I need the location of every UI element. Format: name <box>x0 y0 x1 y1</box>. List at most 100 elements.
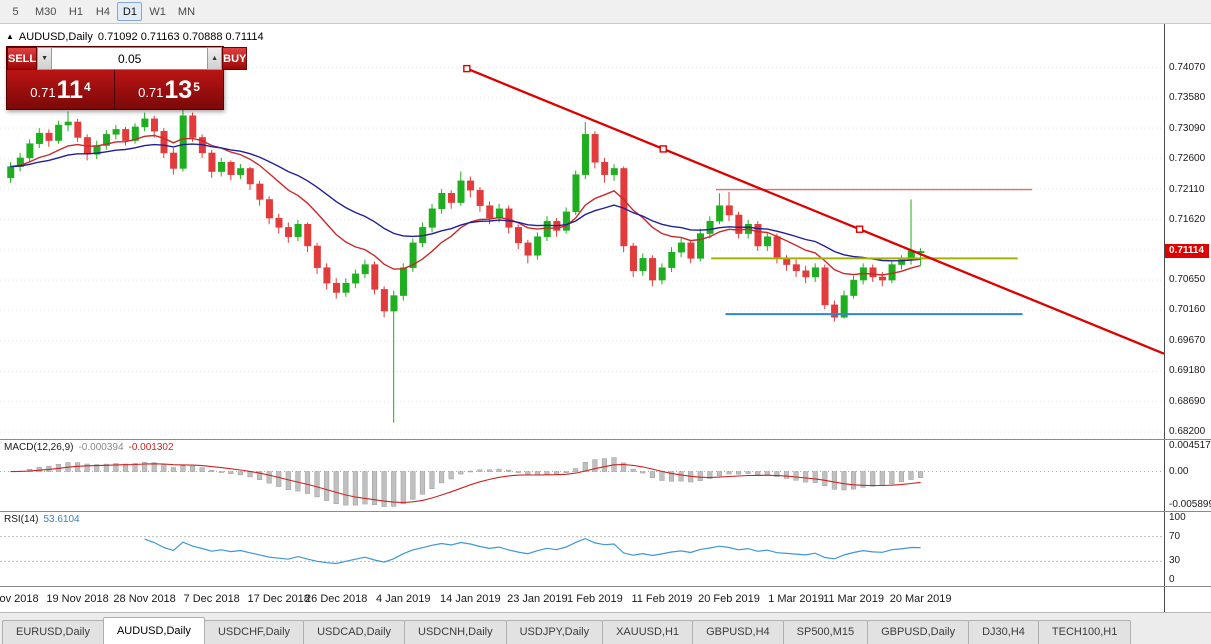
main-chart-plot[interactable]: ▲ AUDUSD,Daily 0.71092 0.71163 0.70888 0… <box>0 24 1164 439</box>
candle-body <box>792 264 800 272</box>
macd-histogram-bar <box>640 471 646 474</box>
candle-body <box>74 121 82 138</box>
macd-histogram-bar <box>103 463 109 472</box>
candle-body <box>457 180 465 203</box>
date-tick: 4 Jan 2019 <box>376 593 431 605</box>
chart-tab-USDCHF-Daily[interactable]: USDCHF,Daily <box>203 620 305 644</box>
candle-body <box>668 251 676 268</box>
sell-price-display[interactable]: 0.71 11 4 <box>7 70 115 109</box>
buy-price-display[interactable]: 0.71 13 5 <box>115 70 223 109</box>
macd-histogram-bar <box>429 471 435 490</box>
candle-body <box>773 236 781 259</box>
candlestick-chart <box>0 64 1164 433</box>
descending-trendline[interactable] <box>466 67 1164 355</box>
timeframe-button-H1[interactable]: H1 <box>68 5 83 18</box>
price-tick: 0.69180 <box>1169 365 1206 377</box>
chart-tab-SP500-M15[interactable]: SP500,M15 <box>782 620 869 644</box>
candle-body <box>55 124 63 141</box>
candle-body <box>486 205 494 219</box>
candle-body <box>409 242 417 268</box>
macd-scale[interactable]: 0.004517 0.00 -0.005899 <box>1164 440 1211 511</box>
candle-body <box>189 115 197 138</box>
collapse-panel-icon[interactable]: ▲ <box>6 32 14 41</box>
trendline-handle[interactable] <box>855 225 864 233</box>
candle-body <box>687 242 695 259</box>
timeframe-button-5[interactable]: 5 <box>12 5 19 18</box>
candle-body <box>735 214 743 234</box>
macd-histogram-bar <box>448 471 454 480</box>
main-chart-pane: ▲ AUDUSD,Daily 0.71092 0.71163 0.70888 0… <box>0 24 1211 440</box>
macd-histogram-bar <box>381 471 387 507</box>
candle-body <box>361 264 369 275</box>
macd-histogram-bar <box>324 471 330 501</box>
candle-body <box>45 132 53 141</box>
macd-scale-tick: 0.004517 <box>1169 440 1211 451</box>
chart-tab-DJ30-H4[interactable]: DJ30,H4 <box>968 620 1039 644</box>
chart-tab-EURUSD-Daily[interactable]: EURUSD,Daily <box>2 620 104 644</box>
macd-histogram-bar <box>400 471 406 505</box>
rsi-scale-tick: 70 <box>1169 530 1181 542</box>
candle-body <box>294 224 302 237</box>
macd-histogram-bar <box>161 464 167 472</box>
candle-body <box>754 224 762 247</box>
macd-histogram-bar <box>764 471 770 476</box>
volume-decrease-button[interactable]: ▼ <box>37 47 53 70</box>
candle-body <box>601 162 609 175</box>
candle-body <box>390 295 398 312</box>
price-tick: 0.71620 <box>1169 213 1206 225</box>
candle-body <box>237 168 245 175</box>
chart-tabs-bar: EURUSD,Daily AUDUSD,Daily USDCHF,Daily USDC… <box>0 613 1211 644</box>
time-axis[interactable]: 9 Nov 2018 19 Nov 2018 28 Nov 2018 7 Dec 20… <box>0 587 1211 613</box>
chart-tab-USDJPY-Daily[interactable]: USDJPY,Daily <box>505 620 604 644</box>
buy-button[interactable]: BUY <box>222 47 248 70</box>
chart-tab-USDCNH-Daily[interactable]: USDCNH,Daily <box>404 620 507 644</box>
chart-tab-USDCAD-Daily[interactable]: USDCAD,Daily <box>303 620 406 644</box>
trendline-handle[interactable] <box>659 145 667 153</box>
chart-tab-AUDUSD-Daily[interactable]: AUDUSD,Daily <box>102 617 205 644</box>
rsi-scale-tick: 0 <box>1169 574 1175 585</box>
macd-histogram-bar <box>726 471 732 475</box>
price-scale[interactable]: 0.71114 0.74070 0.73580 0.73090 0.72600 0.72… <box>1164 24 1210 439</box>
chart-tab-TECH100-H1[interactable]: TECH100,H1 <box>1037 620 1132 644</box>
macd-histogram-bar <box>736 471 742 475</box>
timeframe-button-MN[interactable]: MN <box>177 5 196 18</box>
date-tick: 9 Nov 2018 <box>0 593 39 605</box>
macd-histogram-bar <box>247 471 253 478</box>
date-tick: 11 Mar 2019 <box>823 593 885 605</box>
timeframe-button-D1[interactable]: D1 <box>117 2 143 21</box>
rsi-scale[interactable]: 100 70 30 0 <box>1164 512 1210 586</box>
macd-name: MACD(12,26,9) <box>4 442 74 453</box>
chart-tab-XAUUSD-H1[interactable]: XAUUSD,H1 <box>602 620 694 644</box>
macd-histogram-bar <box>36 466 42 472</box>
macd-histogram-bar <box>678 471 684 482</box>
macd-histogram-bar <box>745 471 751 474</box>
macd-histogram-bar <box>841 471 847 491</box>
macd-histogram-bar <box>439 471 445 484</box>
chart-tab-GBPUSD-Daily[interactable]: GBPUSD,Daily <box>867 620 970 644</box>
volume-input[interactable] <box>52 47 208 70</box>
candle-body <box>524 242 532 256</box>
volume-increase-button[interactable]: ▲ <box>207 47 223 70</box>
timeframe-button-H4[interactable]: H4 <box>95 5 110 18</box>
sell-button[interactable]: SELL <box>7 47 38 70</box>
macd-histogram-bar <box>630 468 636 472</box>
macd-histogram-bar <box>898 471 904 483</box>
macd-histogram-bar <box>257 471 263 480</box>
timeframe-button-W1[interactable]: W1 <box>149 5 166 18</box>
date-tick: 20 Feb 2019 <box>698 593 760 605</box>
macd-histogram-bar <box>697 471 703 481</box>
macd-signal-line <box>10 463 921 504</box>
macd-scale-tick: 0.00 <box>1169 465 1189 477</box>
macd-histogram-bar <box>189 465 196 472</box>
price-tick: 0.70650 <box>1169 274 1206 286</box>
macd-histogram-bar <box>84 463 90 472</box>
timeframe-button-M30[interactable]: M30 <box>35 5 57 18</box>
macd-histogram-bar <box>592 459 598 472</box>
buy-price-fraction: 5 <box>193 80 200 94</box>
macd-histogram-bar <box>822 471 828 487</box>
date-tick: 20 Mar 2019 <box>889 593 952 605</box>
chart-tab-GBPUSD-H4[interactable]: GBPUSD,H4 <box>692 620 784 644</box>
candle-body <box>352 273 360 284</box>
sell-price-pips: 11 <box>56 75 84 104</box>
trendline-handle[interactable] <box>463 64 471 73</box>
